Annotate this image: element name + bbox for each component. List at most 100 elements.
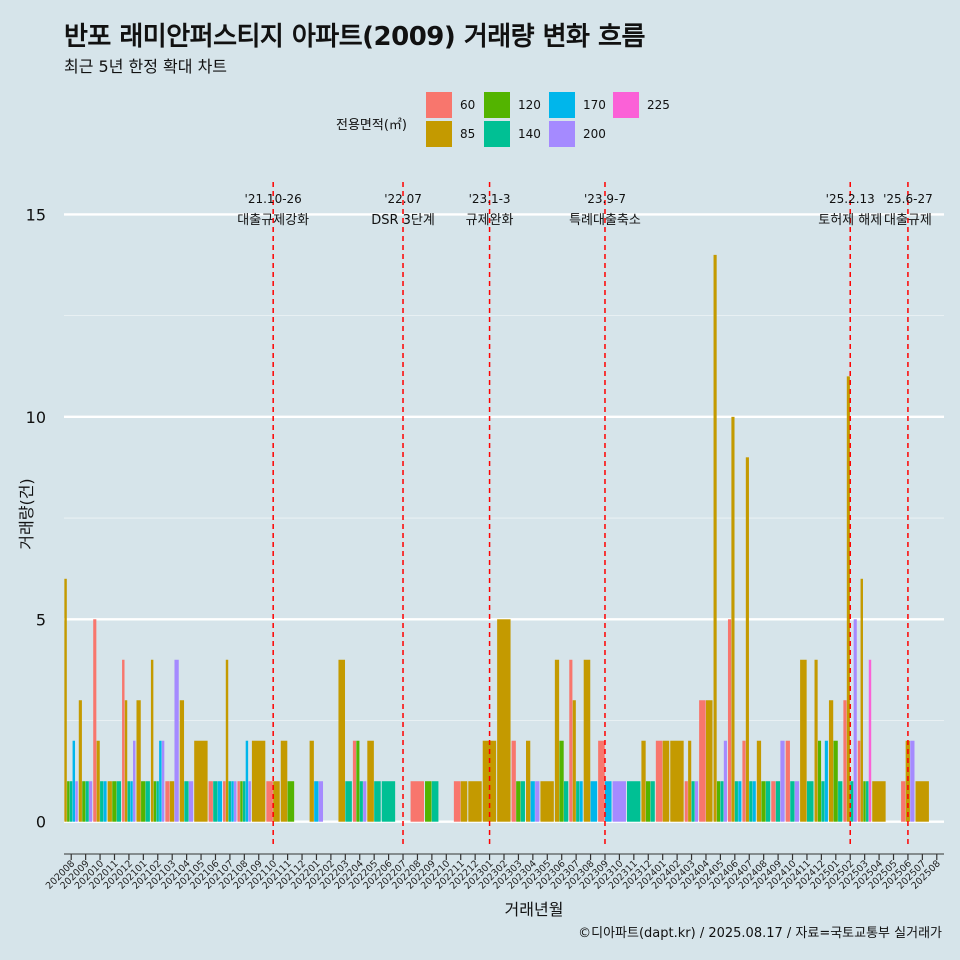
- annotation-label: 대출규제강화: [237, 213, 309, 228]
- legend-label: 85: [460, 127, 476, 141]
- bar: [846, 376, 850, 822]
- legend-item: 120: [484, 92, 541, 118]
- bar: [785, 740, 790, 822]
- bar: [688, 740, 692, 822]
- bar: [141, 781, 146, 822]
- legend-item: 170: [549, 92, 606, 118]
- bar: [765, 781, 771, 822]
- bar: [824, 740, 828, 822]
- bar: [287, 781, 295, 822]
- bar: [116, 781, 122, 822]
- bar: [345, 781, 352, 822]
- bar: [790, 781, 795, 822]
- bar: [93, 619, 97, 822]
- bar: [828, 700, 834, 822]
- bar: [645, 781, 651, 822]
- bar: [179, 700, 185, 822]
- bar: [78, 700, 82, 822]
- bar: [374, 781, 381, 822]
- bar: [245, 740, 249, 822]
- bar: [800, 659, 807, 822]
- bar: [208, 781, 213, 822]
- bar: [843, 700, 847, 822]
- bar: [520, 781, 525, 822]
- bar: [905, 740, 910, 822]
- legend-label: 200: [583, 127, 606, 141]
- legend-swatch: [426, 121, 452, 147]
- bar: [217, 781, 223, 822]
- bar: [159, 740, 162, 822]
- y-tick-label: 5: [36, 610, 46, 629]
- bar: [684, 781, 688, 822]
- bar: [174, 659, 179, 822]
- bar: [705, 700, 713, 822]
- bar: [318, 781, 324, 822]
- bar: [761, 781, 766, 822]
- bar: [100, 781, 104, 822]
- bar: [860, 578, 863, 822]
- bar: [915, 781, 929, 822]
- bar: [817, 740, 822, 822]
- bar: [314, 781, 319, 822]
- bar: [223, 781, 226, 822]
- bar: [662, 740, 670, 822]
- bar: [579, 781, 583, 822]
- bar: [626, 781, 641, 822]
- bar: [497, 619, 511, 822]
- bar: [833, 740, 838, 822]
- legend-item: 85: [426, 121, 475, 147]
- bar: [237, 781, 240, 822]
- legend-swatch: [549, 121, 575, 147]
- bar: [775, 781, 781, 822]
- bar: [738, 781, 742, 822]
- bar: [745, 457, 749, 822]
- bar: [363, 781, 367, 822]
- bar: [228, 781, 231, 822]
- bar: [69, 781, 73, 822]
- y-axis-title: 거래량(건): [17, 478, 36, 549]
- bar: [75, 781, 78, 822]
- bar: [153, 781, 157, 822]
- bar: [901, 781, 906, 822]
- bar: [136, 700, 141, 822]
- annotation-label: 대출규제: [884, 213, 932, 228]
- bar: [367, 740, 374, 822]
- bar: [540, 781, 554, 822]
- legend-label: 60: [460, 98, 476, 112]
- bar: [103, 781, 107, 822]
- bar: [535, 781, 540, 822]
- bar: [85, 781, 89, 822]
- bar: [96, 740, 100, 822]
- bar: [590, 781, 598, 822]
- bar: [410, 781, 424, 822]
- bar: [251, 740, 266, 822]
- x-axis-title: 거래년월: [505, 900, 564, 919]
- bar: [716, 781, 721, 822]
- bar: [107, 781, 112, 822]
- annotation-date: '23.1-3: [469, 192, 511, 206]
- legend-label: 225: [647, 98, 670, 112]
- bar: [866, 781, 869, 822]
- bar: [713, 254, 717, 822]
- bar: [460, 781, 468, 822]
- bar: [453, 781, 461, 822]
- bar: [511, 740, 516, 822]
- annotation-label: 토허제 해제: [818, 213, 882, 228]
- bar: [691, 781, 695, 822]
- bar: [242, 781, 246, 822]
- bar: [338, 659, 346, 822]
- bar: [194, 740, 208, 822]
- legend-label: 120: [518, 98, 541, 112]
- bar: [248, 781, 251, 822]
- legend-swatch: [484, 92, 510, 118]
- bar: [559, 740, 564, 822]
- bar: [381, 781, 396, 822]
- bar: [213, 781, 218, 822]
- bar: [240, 781, 243, 822]
- bar: [156, 781, 159, 822]
- bar: [431, 781, 439, 822]
- bar: [352, 740, 357, 822]
- legend-swatch: [613, 92, 639, 118]
- bar: [572, 700, 576, 822]
